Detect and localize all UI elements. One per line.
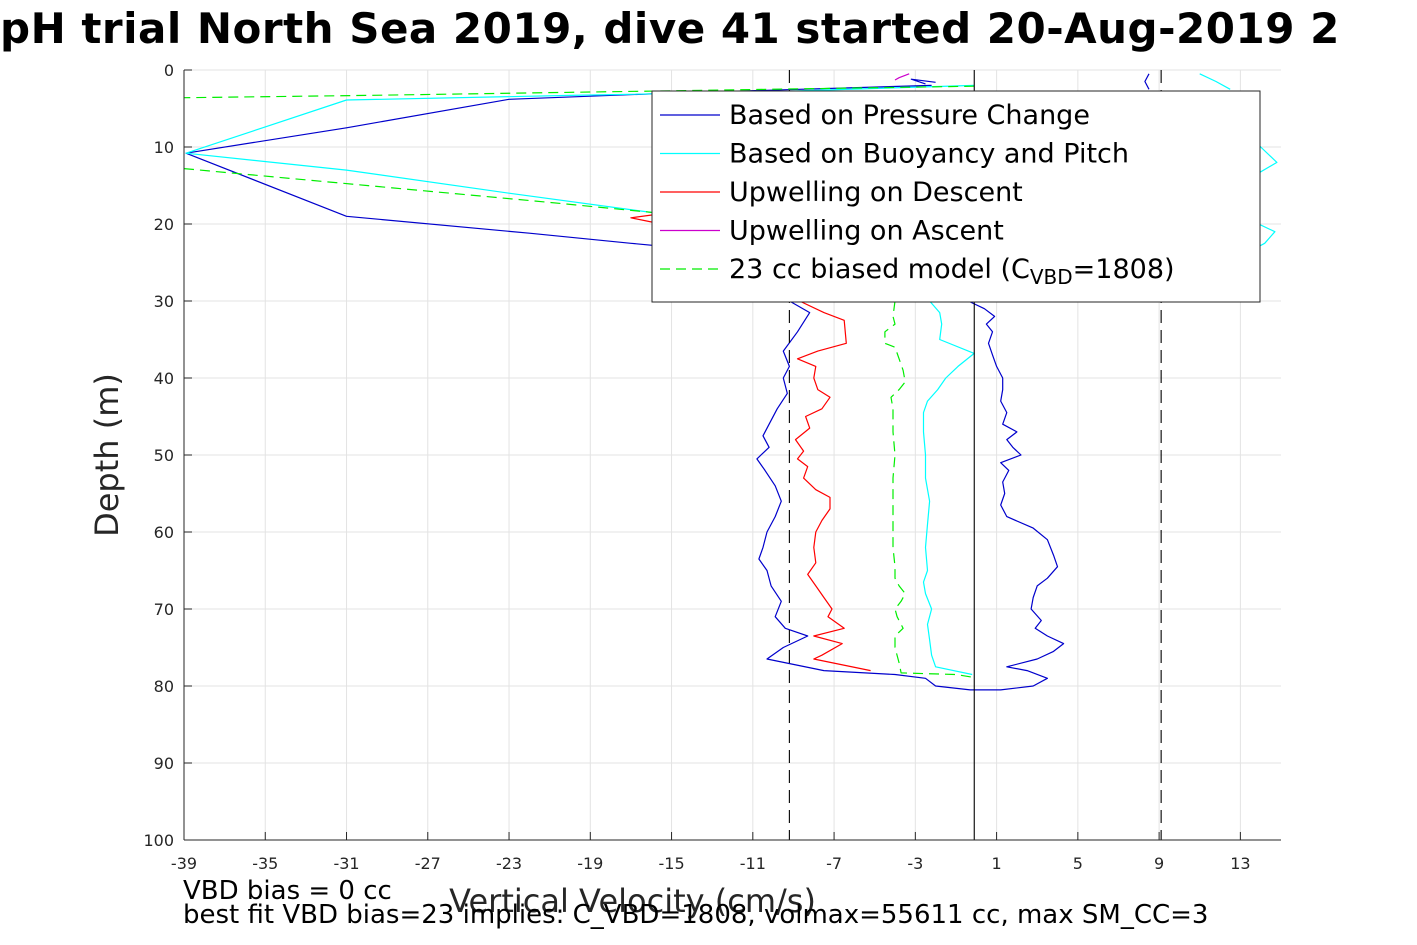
- y-tick-label-0: 0: [164, 61, 174, 80]
- series-4-segment-2: [884, 300, 975, 679]
- legend-label-4: 23 cc biased model (CVBD=1808): [729, 254, 1175, 289]
- series-1-segment-2: [1199, 73, 1231, 90]
- annotation-vbd-bias: VBD bias = 0 cc: [183, 876, 392, 906]
- x-axis-label: Vertical Velocity (cm/s): [449, 882, 816, 920]
- y-tick-label-4: 40: [154, 369, 174, 388]
- y-tick-label-9: 90: [154, 754, 174, 773]
- series-3-segment-0: [894, 73, 910, 81]
- x-tick-label-7: -11: [740, 854, 766, 873]
- series-0-segment-2: [756, 300, 1065, 691]
- series-0-segment-3: [1144, 73, 1150, 90]
- chart-title: pH trial North Sea 2019, dive 41 started…: [0, 4, 1340, 53]
- x-tick-label-0: -39: [171, 854, 197, 873]
- x-tick-label-3: -27: [415, 854, 441, 873]
- legend-label-3: Upwelling on Ascent: [729, 216, 1004, 247]
- x-tick-label-6: -15: [658, 854, 684, 873]
- y-tick-label-7: 70: [154, 600, 174, 619]
- annotation-best-fit: best fit VBD bias=23 implies: C_VBD=1808…: [183, 900, 1209, 930]
- x-tick-label-4: -23: [496, 854, 522, 873]
- x-tick-label-1: -35: [252, 854, 278, 873]
- x-tick-label-8: -7: [826, 854, 842, 873]
- legend-label-0: Based on Pressure Change: [729, 100, 1090, 131]
- x-tick-label-5: -19: [577, 854, 603, 873]
- y-axis-label: Depth (m): [88, 373, 126, 537]
- y-tick-label-1: 10: [154, 138, 174, 157]
- legend: Based on Pressure Change Based on Buoyanc…: [651, 90, 1261, 303]
- legend-label-2: Upwelling on Descent: [729, 177, 1023, 208]
- legend-label-sub-4: VBD: [1030, 265, 1073, 289]
- legend-label-tail-4: =1808): [1073, 254, 1175, 285]
- y-tick-label-10: 100: [143, 831, 174, 850]
- y-tick-label-6: 60: [154, 523, 174, 542]
- x-tick-label-10: 1: [991, 854, 1001, 873]
- legend-box: [651, 90, 1261, 303]
- series-4-segment-1: [184, 168, 692, 217]
- y-tick-label-3: 30: [154, 292, 174, 311]
- data-series-group: [184, 73, 1278, 691]
- x-tick-label-12: 9: [1154, 854, 1164, 873]
- series-0-segment-0: [910, 78, 936, 85]
- x-tick-label-2: -31: [333, 854, 359, 873]
- x-tick-label-13: 13: [1230, 854, 1250, 873]
- y-tick-label-2: 20: [154, 215, 174, 234]
- x-tick-label-11: 5: [1073, 854, 1083, 873]
- x-tick-label-9: -3: [907, 854, 923, 873]
- series-4-segment-0: [184, 85, 975, 99]
- y-tick-label-5: 50: [154, 446, 174, 465]
- legend-label-1: Based on Buoyancy and Pitch: [729, 139, 1129, 170]
- y-tick-label-8: 80: [154, 677, 174, 696]
- series-2-segment-1: [794, 300, 871, 672]
